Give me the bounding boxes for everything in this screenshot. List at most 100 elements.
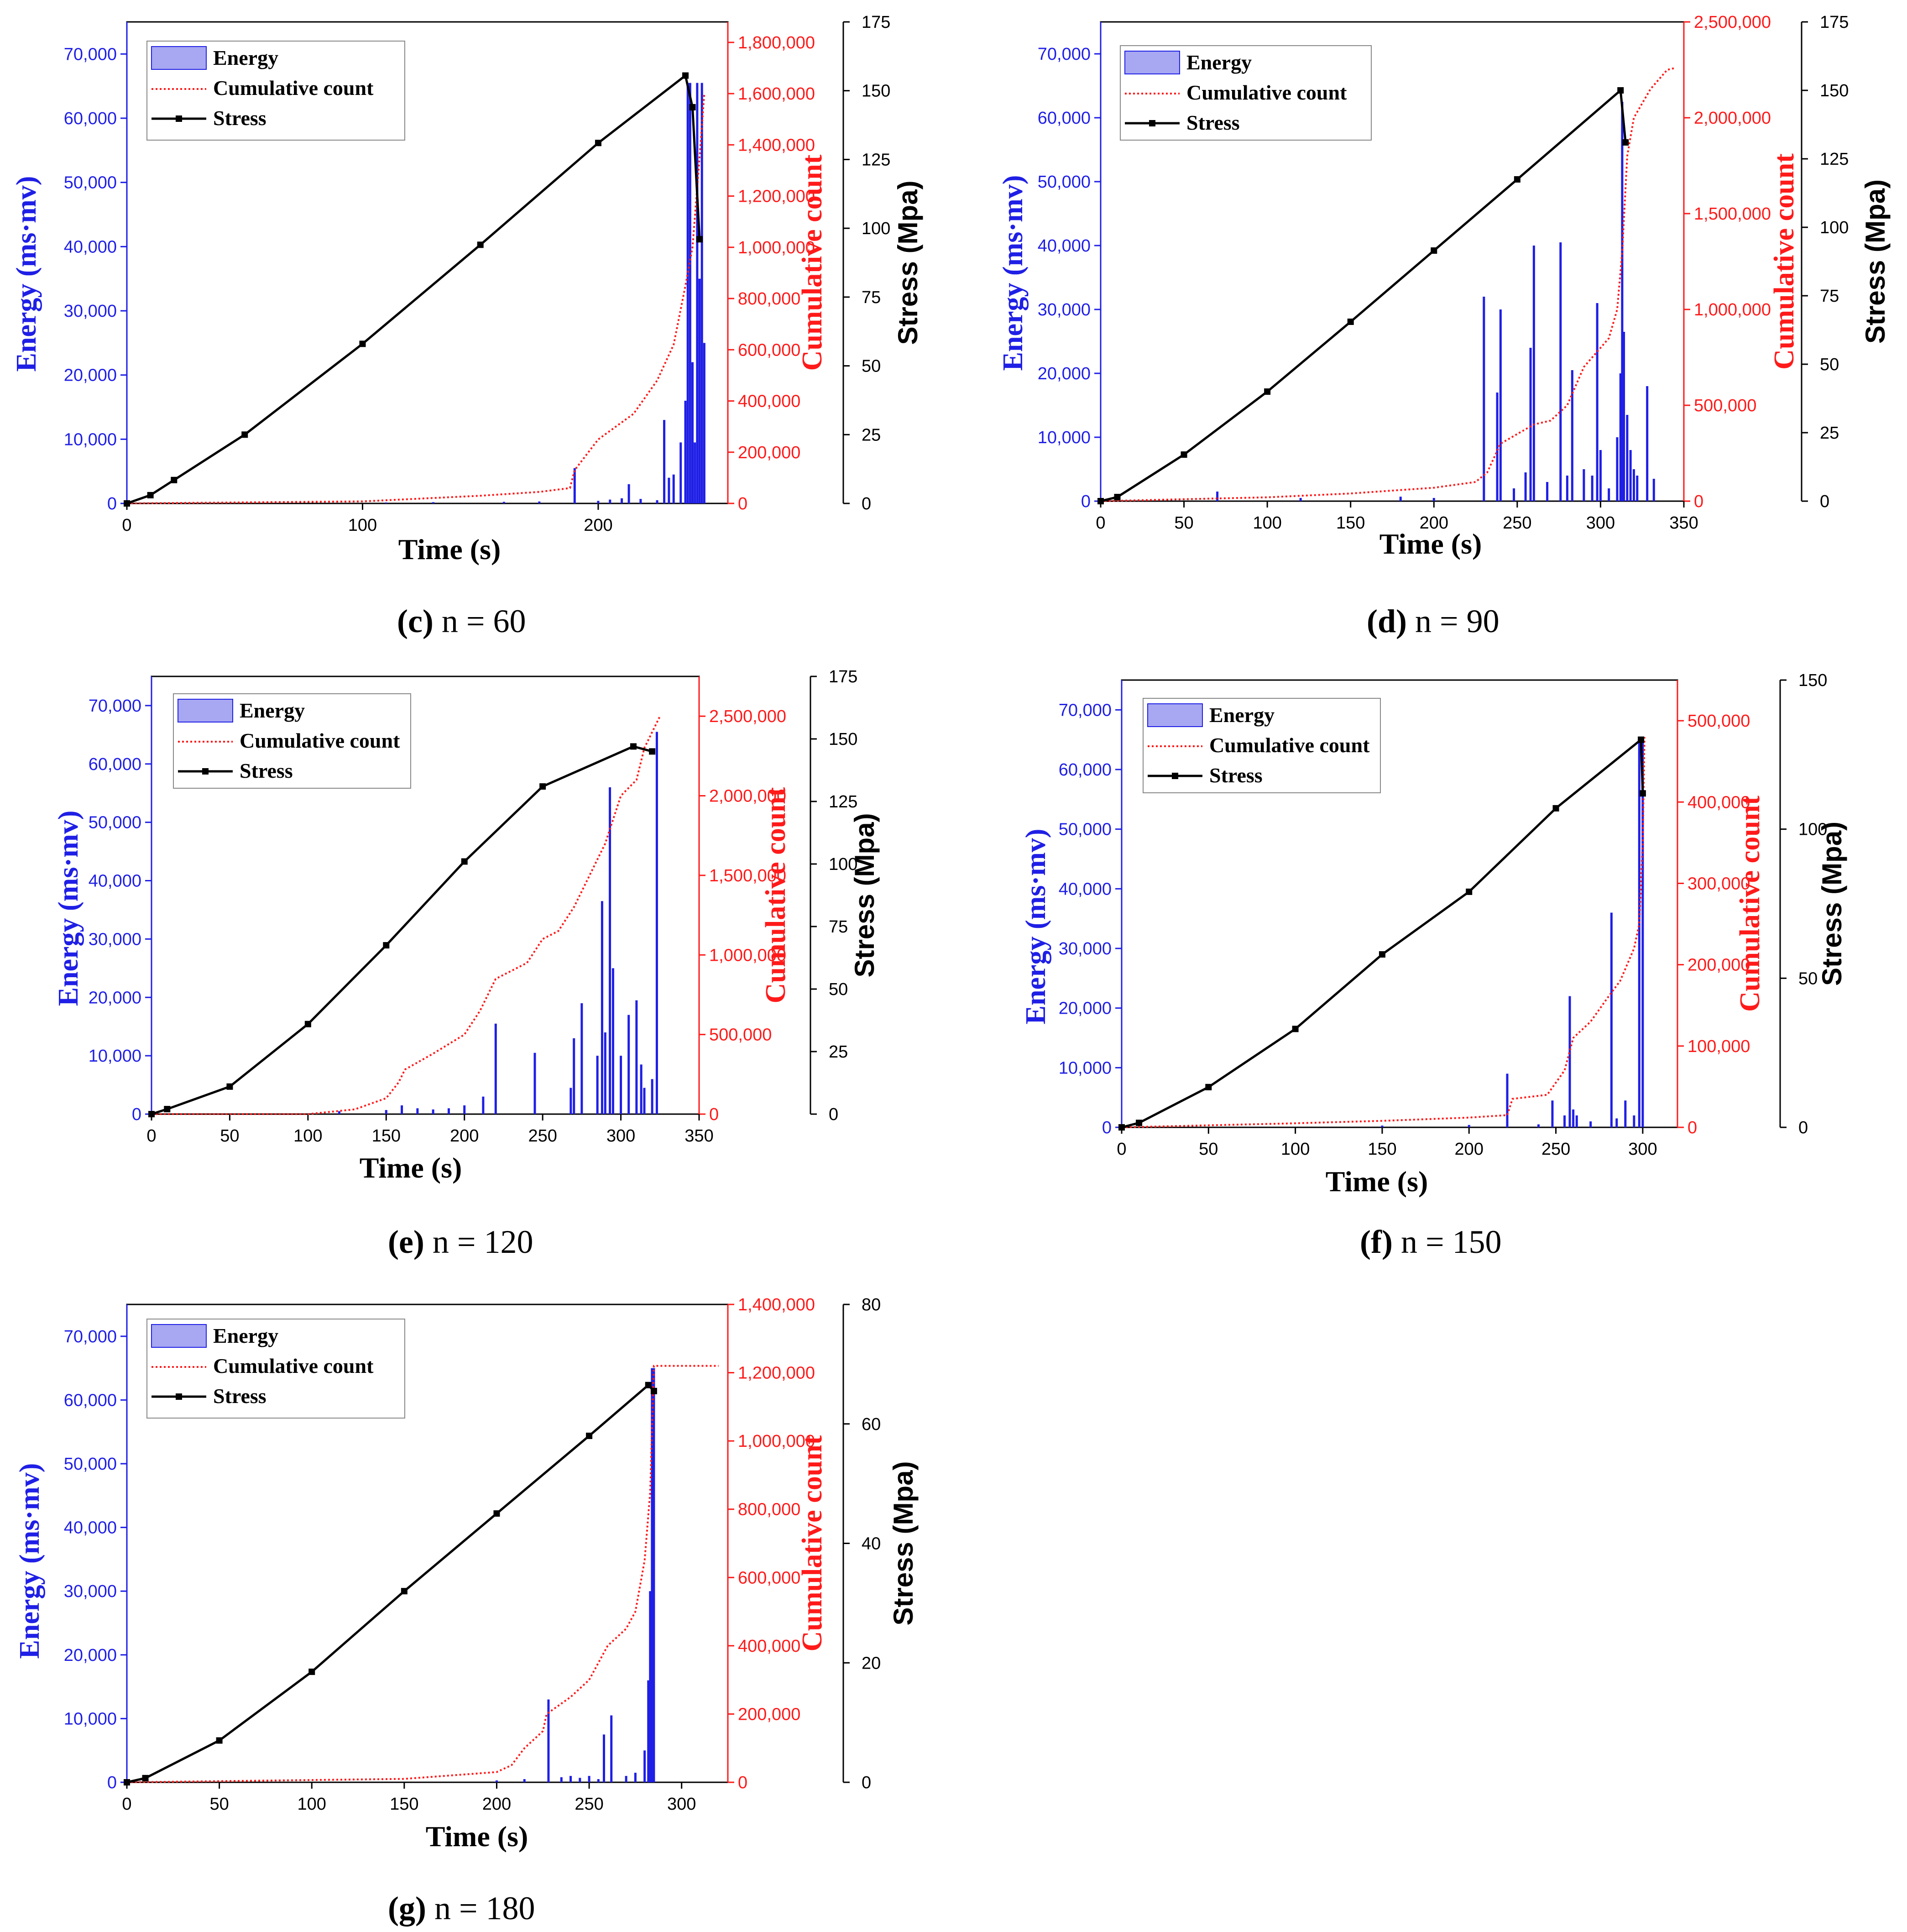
energy-bar bbox=[651, 1079, 653, 1114]
stress-tick-label: 40 bbox=[862, 1534, 881, 1554]
energy-axis-label: Energy (ms·mv) bbox=[11, 176, 42, 372]
energy-axis-label: Energy (ms·mv) bbox=[53, 811, 84, 1006]
energy-tick-label: 40,000 bbox=[1059, 880, 1112, 899]
stress-marker bbox=[124, 500, 130, 507]
stress-axis-label: Stress (Mpa) bbox=[893, 180, 923, 345]
energy-bar bbox=[1381, 1126, 1384, 1127]
legend-stress-marker bbox=[176, 1393, 182, 1400]
stress-marker bbox=[1638, 736, 1645, 743]
energy-bar bbox=[494, 1023, 497, 1114]
stress-marker bbox=[383, 942, 390, 949]
stress-axis-label: Stress (Mpa) bbox=[1860, 179, 1891, 344]
stress-marker bbox=[1264, 388, 1271, 395]
energy-bar bbox=[601, 901, 603, 1114]
energy-bar bbox=[1432, 498, 1435, 501]
energy-bar bbox=[1468, 1125, 1470, 1127]
count-tick-label: 1,000,000 bbox=[709, 946, 786, 965]
stress-tick-label: 150 bbox=[1820, 81, 1849, 100]
energy-tick-label: 30,000 bbox=[1038, 300, 1091, 319]
x-tick-label: 300 bbox=[667, 1795, 696, 1814]
x-tick-label: 200 bbox=[584, 516, 612, 535]
energy-bar bbox=[1608, 488, 1610, 501]
stress-marker bbox=[308, 1668, 315, 1675]
stress-axis-label: Stress (Mpa) bbox=[849, 813, 880, 977]
stress-line bbox=[151, 745, 653, 1115]
energy-tick-label: 60,000 bbox=[1059, 760, 1112, 780]
stress-marker bbox=[226, 1083, 233, 1090]
stress-tick-label: 60 bbox=[862, 1415, 881, 1434]
energy-bar bbox=[1216, 492, 1219, 501]
count-tick-label: 1,000,000 bbox=[738, 238, 815, 257]
energy-bar bbox=[482, 1096, 485, 1114]
x-tick-label: 100 bbox=[298, 1795, 326, 1814]
energy-bar bbox=[1624, 1100, 1627, 1127]
energy-bar bbox=[1499, 309, 1502, 501]
energy-tick-label: 10,000 bbox=[89, 1047, 141, 1066]
stress-marker bbox=[1205, 1084, 1212, 1090]
stress-tick-label: 0 bbox=[1820, 492, 1829, 511]
count-tick-label: 0 bbox=[738, 494, 747, 513]
energy-axis-label: Energy (ms·mv) bbox=[998, 175, 1029, 371]
energy-bar bbox=[651, 1368, 653, 1782]
energy-bar bbox=[495, 1780, 498, 1782]
cumulative-count-line bbox=[126, 1365, 719, 1783]
legend-energy-swatch bbox=[151, 1324, 207, 1348]
stress-marker bbox=[645, 1382, 652, 1388]
legend-stress-label: Stress bbox=[213, 106, 266, 130]
energy-bar bbox=[625, 1776, 627, 1782]
legend-energy-label: Energy bbox=[213, 46, 278, 69]
stress-marker bbox=[241, 431, 248, 438]
energy-bar bbox=[1563, 1115, 1566, 1127]
energy-tick-label: 20,000 bbox=[1059, 999, 1112, 1018]
count-axis-label: Cumulative count bbox=[1769, 153, 1800, 370]
x-tick-label: 0 bbox=[1096, 513, 1105, 533]
energy-bar bbox=[684, 400, 687, 503]
count-tick-label: 1,600,000 bbox=[738, 84, 815, 104]
stress-marker bbox=[595, 140, 601, 147]
energy-bar bbox=[656, 500, 658, 503]
energy-bar bbox=[1589, 1121, 1592, 1127]
stress-tick-label: 100 bbox=[862, 219, 890, 238]
energy-bar bbox=[573, 1038, 575, 1114]
stress-marker bbox=[124, 1779, 130, 1785]
x-tick-label: 100 bbox=[1253, 513, 1281, 533]
caption-e: (e) n = 120 bbox=[388, 1224, 533, 1260]
x-tick-label: 250 bbox=[575, 1795, 603, 1814]
stress-tick-label: 175 bbox=[1820, 13, 1849, 32]
stress-tick-label: 125 bbox=[1820, 150, 1849, 169]
energy-bar bbox=[1571, 370, 1573, 501]
energy-tick-label: 60,000 bbox=[89, 755, 141, 774]
chart-svg-g: 0 10,000 20,000 30,000 40,000 50,000 60,000 70,… bbox=[14, 1295, 919, 1853]
stress-tick-label: 0 bbox=[862, 494, 871, 513]
energy-tick-label: 50,000 bbox=[1038, 173, 1091, 192]
stress-marker bbox=[539, 783, 546, 790]
energy-axis-label: Energy (ms·mv) bbox=[1020, 829, 1051, 1025]
legend-energy-swatch bbox=[151, 46, 207, 70]
caption-c: (c) n = 60 bbox=[397, 603, 526, 639]
legend-stress-label: Stress bbox=[213, 1384, 266, 1408]
energy-bar bbox=[647, 1680, 650, 1782]
stress-tick-label: 50 bbox=[862, 357, 881, 376]
energy-bar bbox=[655, 732, 658, 1114]
energy-bar bbox=[580, 1003, 583, 1114]
energy-axis-label: Energy (ms·mv) bbox=[14, 1463, 45, 1659]
energy-tick-label: 0 bbox=[107, 494, 117, 513]
stress-marker bbox=[1097, 498, 1104, 504]
stress-marker bbox=[650, 1387, 657, 1394]
energy-tick-label: 10,000 bbox=[1038, 428, 1091, 447]
stress-tick-label: 150 bbox=[862, 82, 890, 101]
stress-marker bbox=[649, 748, 656, 755]
energy-bar bbox=[621, 498, 623, 503]
energy-tick-label: 40,000 bbox=[1038, 236, 1091, 256]
energy-bar bbox=[686, 83, 689, 504]
energy-bar bbox=[703, 343, 705, 503]
stress-marker bbox=[1617, 87, 1624, 94]
stress-marker bbox=[142, 1775, 149, 1781]
stress-tick-label: 50 bbox=[829, 980, 848, 999]
stress-marker bbox=[1292, 1026, 1299, 1032]
energy-bar bbox=[1623, 332, 1625, 501]
stress-marker bbox=[586, 1432, 593, 1439]
count-tick-label: 1,000,000 bbox=[1694, 300, 1771, 319]
x-tick-label: 0 bbox=[146, 1126, 156, 1146]
energy-tick-label: 50,000 bbox=[1059, 820, 1112, 839]
